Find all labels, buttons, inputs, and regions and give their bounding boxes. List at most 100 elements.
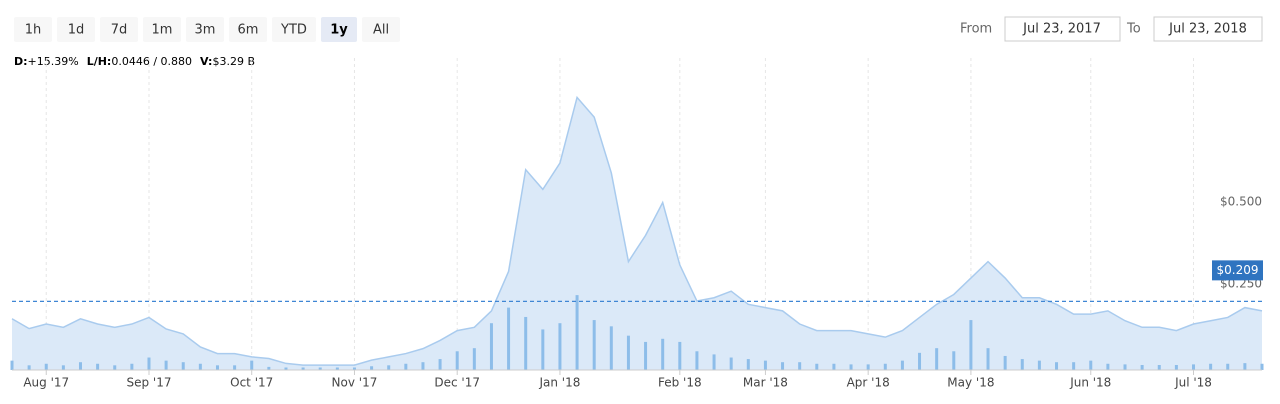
range-button-label[interactable]: All <box>373 23 389 38</box>
volume-bar <box>661 338 665 370</box>
volume-bar <box>44 363 48 370</box>
range-button[interactable] <box>57 17 95 42</box>
x-tick-label: Oct '17 <box>230 376 273 390</box>
volume-bar <box>781 362 785 370</box>
range-button-label[interactable]: 7d <box>111 23 128 38</box>
x-tick-label: Feb '18 <box>658 376 702 390</box>
volume-bar <box>10 360 14 370</box>
volume-bar <box>78 362 82 370</box>
volume-bar <box>798 362 802 370</box>
volume-bar <box>541 329 545 370</box>
last-value-box <box>1212 260 1263 281</box>
volume-bar <box>952 351 956 370</box>
range-button-label[interactable]: 1m <box>152 23 173 38</box>
volume-bar <box>849 364 853 370</box>
to-date[interactable]: Jul 23, 2018 <box>1168 22 1247 37</box>
to-date-input[interactable] <box>1153 16 1263 42</box>
volume-bar <box>1226 363 1230 370</box>
volume-bar <box>626 335 630 370</box>
volume-bar <box>507 307 511 370</box>
volume-bar <box>113 365 117 370</box>
volume-bar <box>198 363 202 370</box>
volume-bar <box>404 363 408 370</box>
range-button[interactable] <box>186 17 224 42</box>
volume-bar <box>267 366 271 370</box>
range-button[interactable] <box>362 17 400 42</box>
range-button-label[interactable]: 1y <box>330 23 348 38</box>
volume-bar <box>1106 363 1110 370</box>
volume-bar <box>61 365 65 370</box>
range-button[interactable] <box>100 17 138 42</box>
volume-bar <box>301 367 305 370</box>
volume-bar <box>712 354 716 370</box>
range-button[interactable] <box>14 17 52 42</box>
volume-bar <box>284 367 288 370</box>
volume-bar <box>746 359 750 370</box>
volume-bar <box>1089 360 1093 370</box>
x-tick-label: May '18 <box>947 376 994 390</box>
from-date-input[interactable] <box>1004 16 1121 42</box>
volume-bar <box>1037 360 1041 370</box>
last-value-label: $0.209 <box>1217 263 1259 277</box>
volume-bar <box>1020 359 1024 370</box>
range-button-label[interactable]: 1h <box>25 23 42 38</box>
volume-bar <box>575 295 579 370</box>
volume-bar <box>592 320 596 370</box>
volume-bar <box>1003 355 1007 370</box>
volume-bar <box>832 363 836 370</box>
volume-bar <box>900 360 904 370</box>
volume-bar <box>130 363 134 370</box>
volume-bar <box>250 360 254 370</box>
volume-bar <box>883 363 887 370</box>
volume-bar <box>729 357 733 370</box>
volume-bar <box>815 363 819 370</box>
volume-bar <box>1140 365 1144 370</box>
stat-key: V: <box>200 55 212 68</box>
volume-bar <box>918 352 922 370</box>
volume-bar <box>969 320 973 370</box>
volume-bar <box>1260 363 1264 370</box>
volume-bar <box>96 363 100 370</box>
volume-bar <box>1157 365 1161 370</box>
volume-bar <box>609 326 613 370</box>
volume-bar <box>558 323 562 370</box>
range-button[interactable] <box>321 17 357 42</box>
volume-bar <box>387 365 391 370</box>
volume-bar <box>233 365 237 370</box>
range-button-label[interactable]: 3m <box>195 23 216 38</box>
volume-bar <box>421 362 425 370</box>
range-button-label[interactable]: 1d <box>68 23 85 38</box>
volume-bar <box>866 364 870 370</box>
range-button-label[interactable]: 6m <box>238 23 259 38</box>
range-button-label[interactable]: YTD <box>280 23 307 38</box>
from-date[interactable]: Jul 23, 2017 <box>1022 22 1101 37</box>
range-button[interactable] <box>272 17 316 42</box>
volume-bar <box>335 367 339 370</box>
volume-bar <box>763 360 767 370</box>
range-button[interactable] <box>229 17 267 42</box>
volume-bar <box>1055 362 1059 370</box>
x-tick-label: Apr '18 <box>847 376 890 390</box>
volume-bar <box>986 348 990 370</box>
volume-bar <box>1243 363 1247 370</box>
x-tick-label: Jun '18 <box>1069 376 1111 390</box>
volume-bar <box>935 348 939 370</box>
x-tick-label: Dec '17 <box>434 376 480 390</box>
x-tick-label: Jan '18 <box>538 376 580 390</box>
volume-bar <box>181 362 185 370</box>
x-tick-label: Jul '18 <box>1174 376 1212 390</box>
volume-bar <box>695 351 699 370</box>
volume-bar <box>370 366 374 370</box>
volume-bar <box>318 367 322 370</box>
range-button[interactable] <box>143 17 181 42</box>
volume-bar <box>215 365 219 370</box>
volume-bar <box>678 341 682 370</box>
volume-bar <box>455 351 459 370</box>
stat-value: +15.39% <box>28 55 79 68</box>
volume-bar <box>27 365 31 370</box>
volume-bar <box>489 323 493 370</box>
volume-bar <box>1072 362 1076 370</box>
x-tick-label: Mar '18 <box>743 376 788 390</box>
to-label: To <box>1126 22 1141 37</box>
volume-bar <box>1192 364 1196 370</box>
